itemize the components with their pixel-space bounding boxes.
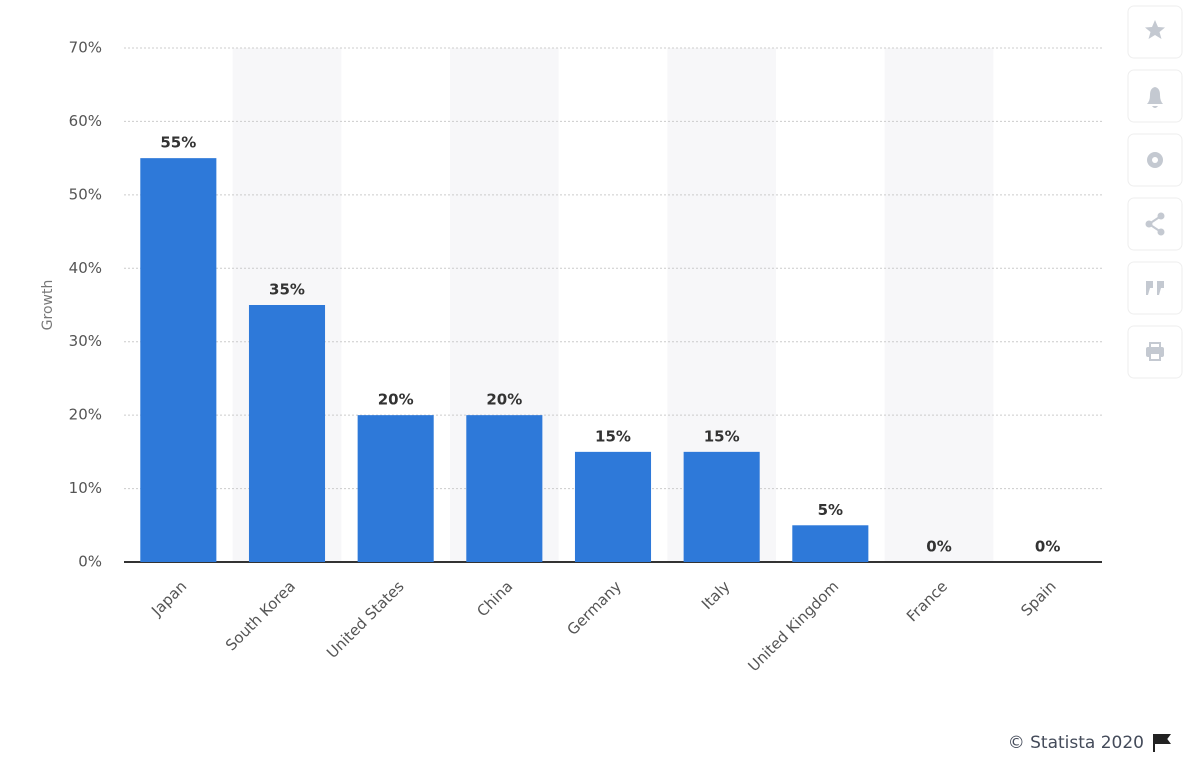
bar (792, 525, 869, 562)
value-label: 15% (595, 427, 631, 445)
bar (357, 415, 434, 562)
bands (232, 48, 994, 562)
bar (574, 451, 652, 562)
bar (466, 415, 543, 562)
y-tick-label: 0% (78, 553, 102, 571)
x-tick-label: South Korea (222, 577, 299, 654)
x-tick-label: United Kingdom (744, 577, 842, 675)
favorite-button[interactable] (1127, 5, 1183, 59)
bar (683, 451, 760, 562)
y-tick-label: 60% (69, 112, 102, 130)
x-tick-label: Spain (1017, 577, 1059, 619)
value-label: 55% (160, 134, 196, 152)
flag-icon (1153, 734, 1171, 752)
x-tick-label: Italy (698, 577, 734, 613)
settings-button[interactable] (1127, 133, 1183, 187)
y-tick-label: 40% (69, 259, 102, 277)
value-label: 20% (378, 391, 414, 409)
x-tick-label: Germany (564, 577, 626, 639)
band (884, 48, 994, 562)
x-tick-label: China (473, 577, 516, 620)
toolbar (1127, 5, 1183, 379)
x-tick-label: United States (323, 577, 408, 662)
credit: © Statista 2020 (1008, 733, 1144, 753)
y-tick-label: 30% (69, 332, 102, 350)
x-tick-label: Japan (147, 577, 190, 620)
cite-button[interactable] (1127, 261, 1183, 315)
value-label: 0% (926, 538, 951, 556)
x-tick-label: France (903, 577, 951, 625)
value-label: 5% (818, 501, 843, 519)
bar (248, 305, 326, 562)
y-axis-label: Growth (40, 280, 56, 331)
share-button[interactable] (1127, 197, 1183, 251)
print-button[interactable] (1127, 325, 1183, 379)
y-tick-label: 70% (69, 39, 102, 57)
y-tick-label: 10% (69, 479, 102, 497)
y-tick-label: 20% (69, 406, 102, 424)
alert-button[interactable] (1127, 69, 1183, 123)
value-label: 0% (1035, 538, 1060, 556)
value-label: 15% (704, 427, 740, 445)
y-tick-label: 50% (69, 185, 102, 203)
bar (140, 158, 217, 562)
value-label: 35% (269, 281, 305, 299)
value-label: 20% (486, 391, 522, 409)
